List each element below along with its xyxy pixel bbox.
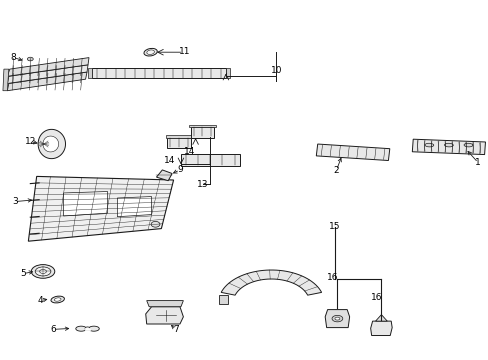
- Text: 2: 2: [333, 166, 339, 175]
- Text: 5: 5: [20, 269, 26, 278]
- Polygon shape: [189, 125, 215, 127]
- Ellipse shape: [143, 48, 157, 56]
- Text: 8: 8: [11, 53, 17, 62]
- Polygon shape: [63, 192, 107, 216]
- Ellipse shape: [444, 143, 452, 147]
- Polygon shape: [375, 315, 386, 321]
- Polygon shape: [92, 68, 225, 78]
- Polygon shape: [156, 170, 172, 181]
- Polygon shape: [165, 135, 192, 138]
- Polygon shape: [7, 65, 88, 84]
- Polygon shape: [370, 321, 391, 336]
- Polygon shape: [221, 270, 321, 295]
- Polygon shape: [167, 138, 190, 148]
- Ellipse shape: [151, 221, 160, 227]
- Text: 14: 14: [163, 156, 175, 166]
- Text: 16: 16: [370, 292, 382, 302]
- Ellipse shape: [88, 326, 99, 331]
- Ellipse shape: [31, 265, 55, 278]
- Text: 11: 11: [179, 47, 190, 56]
- Polygon shape: [7, 58, 89, 76]
- Text: 1: 1: [474, 158, 480, 167]
- Text: 13: 13: [197, 180, 208, 189]
- Polygon shape: [28, 176, 173, 241]
- Ellipse shape: [76, 326, 86, 331]
- Text: 6: 6: [50, 325, 56, 334]
- Polygon shape: [145, 307, 183, 324]
- Ellipse shape: [85, 327, 90, 330]
- Ellipse shape: [331, 315, 342, 322]
- Ellipse shape: [51, 296, 64, 303]
- Polygon shape: [146, 301, 183, 307]
- Ellipse shape: [27, 57, 33, 61]
- Text: 4: 4: [37, 296, 43, 305]
- Ellipse shape: [35, 267, 51, 276]
- Polygon shape: [181, 154, 239, 166]
- Polygon shape: [117, 197, 151, 217]
- Polygon shape: [43, 136, 58, 152]
- Text: 10: 10: [270, 66, 282, 75]
- Ellipse shape: [424, 143, 433, 147]
- Text: 12: 12: [24, 137, 36, 146]
- Text: 3: 3: [12, 197, 18, 206]
- Ellipse shape: [463, 143, 472, 147]
- Polygon shape: [190, 127, 214, 138]
- Text: 14: 14: [183, 147, 195, 156]
- Polygon shape: [3, 69, 9, 91]
- Polygon shape: [316, 144, 389, 161]
- Polygon shape: [7, 72, 87, 91]
- Ellipse shape: [146, 50, 154, 54]
- Text: 9: 9: [177, 166, 183, 175]
- Polygon shape: [38, 129, 65, 159]
- Polygon shape: [88, 68, 92, 78]
- Ellipse shape: [334, 317, 339, 320]
- Text: 16: 16: [326, 273, 338, 282]
- Polygon shape: [411, 139, 485, 154]
- Ellipse shape: [40, 269, 46, 274]
- Ellipse shape: [54, 298, 61, 301]
- Polygon shape: [225, 68, 229, 78]
- Polygon shape: [325, 310, 349, 328]
- Text: 7: 7: [173, 325, 179, 334]
- Polygon shape: [218, 295, 228, 304]
- Text: 15: 15: [328, 222, 340, 231]
